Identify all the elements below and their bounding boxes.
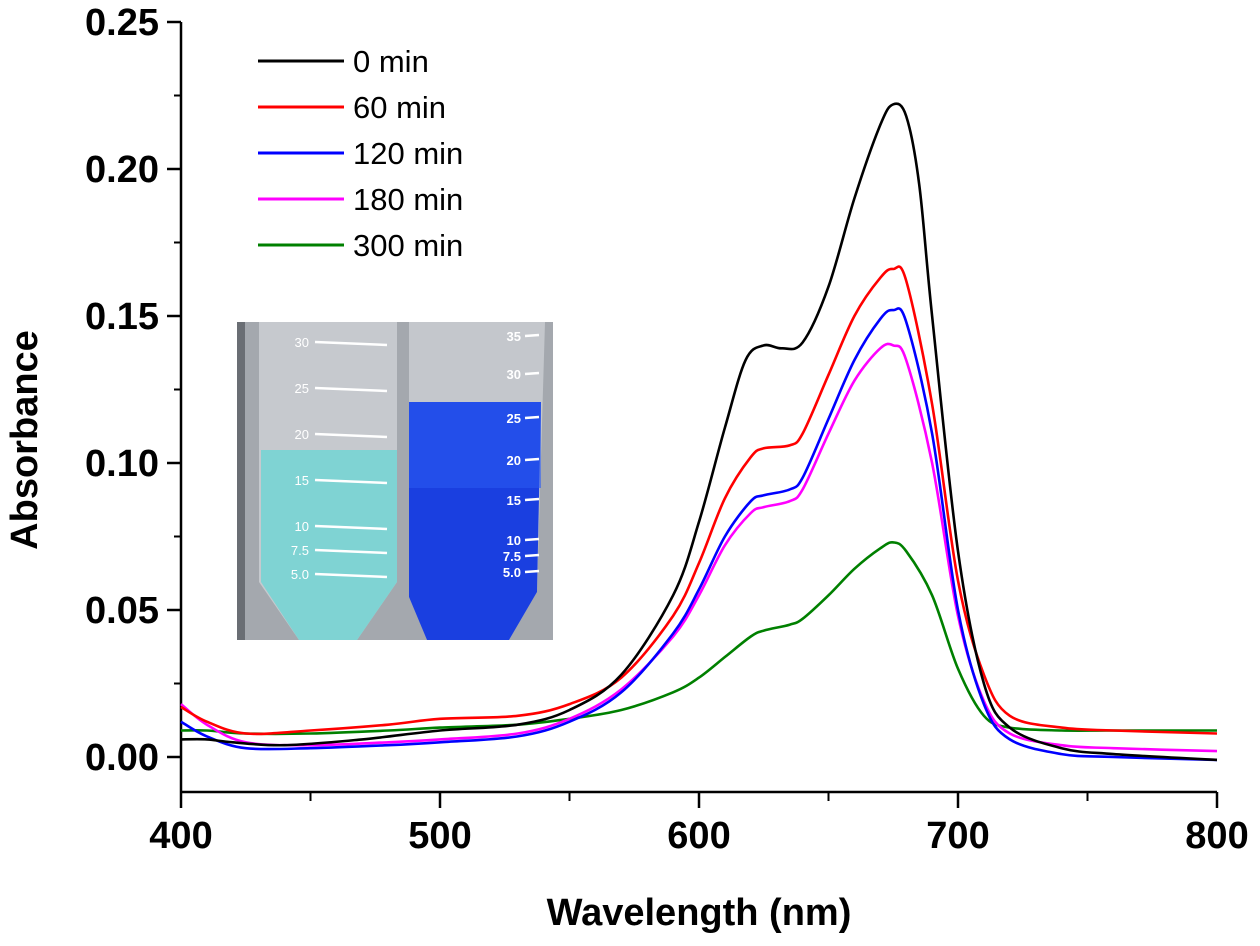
graduation-mark [314, 478, 388, 485]
graduation-label: 10 [295, 519, 309, 534]
legend: 0 min 60 min 120 min 180 min 300 min [258, 44, 463, 263]
right-tube-graduations: 35 30 25 20 15 107.55.0 [503, 329, 540, 580]
graduation-label: 10 [507, 533, 521, 548]
graduation-mark [524, 333, 540, 338]
photo-edge [237, 322, 245, 640]
right-tube-upper-band [409, 402, 541, 488]
graduation-mark [314, 524, 388, 531]
left-tube-liquid [261, 450, 397, 640]
graduation-label: 15 [507, 493, 521, 508]
y-tick-label: 0.05 [85, 590, 159, 632]
legend-label: 60 min [353, 90, 446, 125]
graduation-label: 15 [295, 473, 309, 488]
legend-label: 0 min [353, 44, 429, 79]
x-tick-label: 800 [1185, 815, 1248, 857]
legend-label: 120 min [353, 136, 463, 171]
graduation-label: 30 [295, 335, 309, 350]
series-line-120-min [180, 307, 1218, 762]
graduation-label: 35 [507, 329, 521, 344]
graduation-mark [524, 415, 540, 420]
x-tick-label: 400 [149, 815, 212, 857]
x-tick-label: 500 [408, 815, 471, 857]
series-line-300-min [180, 541, 1217, 736]
legend-label: 300 min [353, 228, 463, 263]
graduation-label: 20 [295, 427, 309, 442]
graduation-mark [314, 548, 388, 555]
graduation-label: 7.5 [503, 549, 521, 564]
graduation-mark [314, 572, 388, 579]
graduation-mark [524, 537, 540, 542]
legend-label: 180 min [353, 182, 463, 217]
graduation-mark [524, 569, 540, 574]
graduation-label: 25 [507, 411, 521, 426]
graduation-mark [524, 457, 540, 462]
graduation-label: 30 [507, 367, 521, 382]
y-tick-label: 0.15 [85, 296, 159, 338]
graduation-mark [524, 553, 540, 558]
inset-photo: 30 25 20 15 10 7.5 5.0 35 30 25 20 15 10 7.5 5.0 [237, 322, 553, 640]
graduation-label: 5.0 [503, 565, 521, 580]
y-tick-label: 0.00 [85, 737, 159, 779]
graduation-mark [314, 340, 388, 347]
graduation-label: 7.5 [291, 543, 309, 558]
graduation-label: 5.0 [291, 567, 309, 582]
y-axis-title: Absorbance [4, 330, 46, 550]
y-tick-label: 0.20 [85, 149, 159, 191]
left-tube-graduations: 30 25 20 15 10 7.5 5.0 [291, 335, 388, 582]
graduation-mark [524, 497, 540, 502]
y-tick-label: 0.10 [85, 443, 159, 485]
x-tick-label: 600 [667, 815, 730, 857]
graduation-label: 25 [295, 381, 309, 396]
x-tick-label: 700 [926, 815, 989, 857]
series-layer [180, 102, 1218, 762]
y-tick-label: 0.25 [85, 2, 159, 44]
x-axis-title: Wavelength (nm) [547, 892, 852, 934]
series-line-0-min [180, 102, 1218, 762]
graduation-mark [524, 371, 540, 376]
graduation-mark [314, 432, 388, 439]
graduation-mark [314, 386, 388, 393]
axes: 0.00 0.05 0.10 0.15 0.20 0.25 400 500 600 700 800 [85, 2, 1249, 857]
graduation-label: 20 [507, 453, 521, 468]
